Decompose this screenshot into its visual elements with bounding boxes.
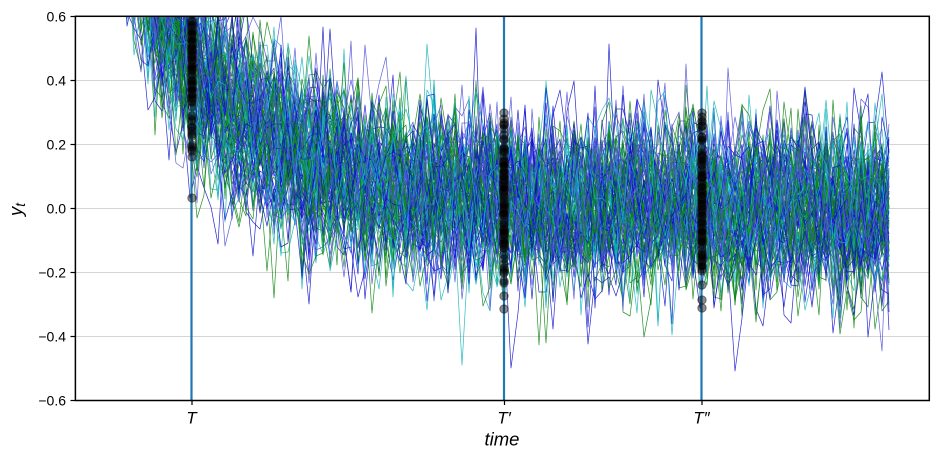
svg-text:0.6: 0.6 — [47, 9, 67, 25]
svg-text:0.4: 0.4 — [47, 73, 67, 89]
svg-text:−0.6: −0.6 — [38, 393, 66, 409]
svg-text:T″: T″ — [693, 409, 710, 428]
svg-text:time: time — [485, 429, 520, 450]
svg-text:0.0: 0.0 — [47, 201, 67, 217]
svg-text:T′: T′ — [497, 409, 511, 428]
svg-text:0.2: 0.2 — [47, 137, 67, 153]
svg-text:−0.4: −0.4 — [38, 329, 66, 345]
svg-text:−0.2: −0.2 — [38, 265, 66, 281]
svg-text:T: T — [186, 409, 198, 428]
